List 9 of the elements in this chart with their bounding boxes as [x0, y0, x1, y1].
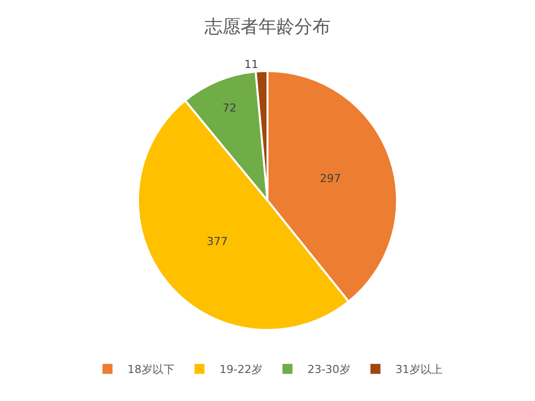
legend-label: 19-22岁: [220, 363, 262, 376]
legend-label: 31岁以上: [395, 363, 442, 376]
data-label: 377: [206, 234, 228, 248]
legend-label: 18岁以下: [128, 363, 174, 376]
data-label: 297: [320, 172, 341, 185]
chart-title: 志愿者年龄分布: [204, 16, 330, 38]
data-label: 11: [244, 58, 258, 72]
legend-label: 23-30岁: [307, 363, 350, 376]
data-label: 72: [222, 101, 236, 114]
